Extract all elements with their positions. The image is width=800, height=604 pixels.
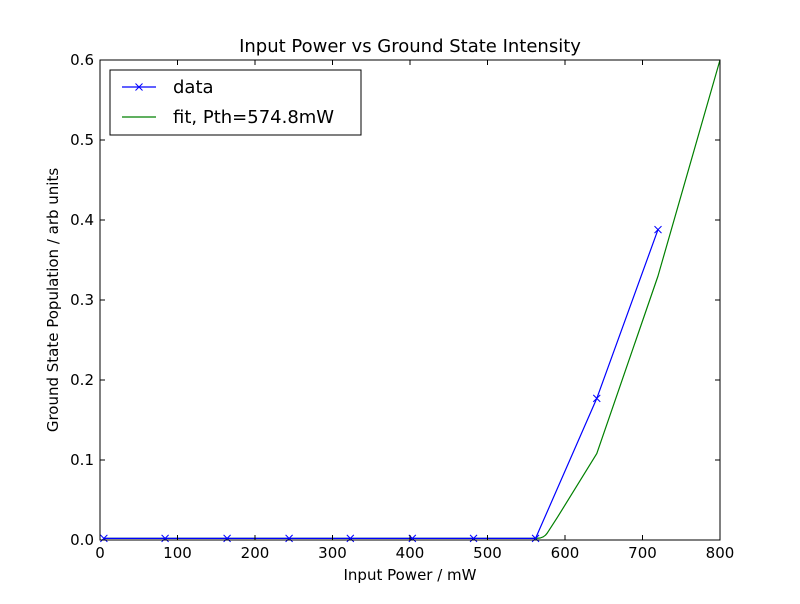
legend-label-data: data [173,77,214,98]
x-tick-label: 300 [318,544,347,562]
marker-stroke [346,534,355,543]
marker-stroke [531,534,540,543]
fit-series-line [103,59,721,540]
x-tick-label: 400 [396,544,425,562]
y-tick-label: 0.1 [70,451,94,469]
marker-stroke [654,225,662,234]
data-series-line [103,229,659,540]
marker-stroke [161,534,169,543]
y-tick-label: 0.3 [70,291,94,309]
chart-title: Input Power vs Ground State Intensity [239,36,581,57]
data-point-marker [654,225,662,234]
data-point-marker [531,534,540,543]
legend: data fit, Pth=574.8mW [109,69,362,136]
data-point-marker [223,534,231,543]
marker-stroke [469,534,478,543]
legend-items: data fit, Pth=574.8mW [122,77,334,128]
data-point-marker [346,534,355,543]
data-point-marker [469,534,478,543]
tick-layer: 0 100 200 300 400 500 600 700 800 0.0 0.1 0.2 0.3 0.4… [70,51,734,562]
y-tick-label: 0.0 [70,531,94,549]
marker-stroke [408,534,417,543]
y-axis-label: Ground State Population / arb units [44,168,62,433]
x-tick-label: 700 [628,544,657,562]
y-tick-label: 0.6 [70,51,94,69]
x-tick-label: 200 [241,544,270,562]
data-point-marker [285,534,293,543]
series-layer [100,59,721,543]
marker-stroke [223,534,231,543]
y-tick-label: 0.2 [70,371,94,389]
x-tick-label: 500 [473,544,502,562]
marker-stroke [592,394,601,403]
x-tick-label: 100 [163,544,192,562]
x-tick-label: 800 [706,544,735,562]
legend-label-fit: fit, Pth=574.8mW [173,107,334,128]
legend-box [109,69,362,136]
legend-marker [135,83,143,91]
x-tick-label: 0 [95,544,105,562]
plot-background [100,60,720,540]
data-point-marker [161,534,169,543]
x-axis-label: Input Power / mW [344,566,477,584]
marker-stroke [100,534,108,543]
y-tick-label: 0.4 [70,211,94,229]
marker-stroke [285,534,293,543]
x-tick-label: 600 [551,544,580,562]
data-point-marker [100,534,108,543]
data-point-marker [592,394,601,403]
y-tick-label: 0.5 [70,131,94,149]
